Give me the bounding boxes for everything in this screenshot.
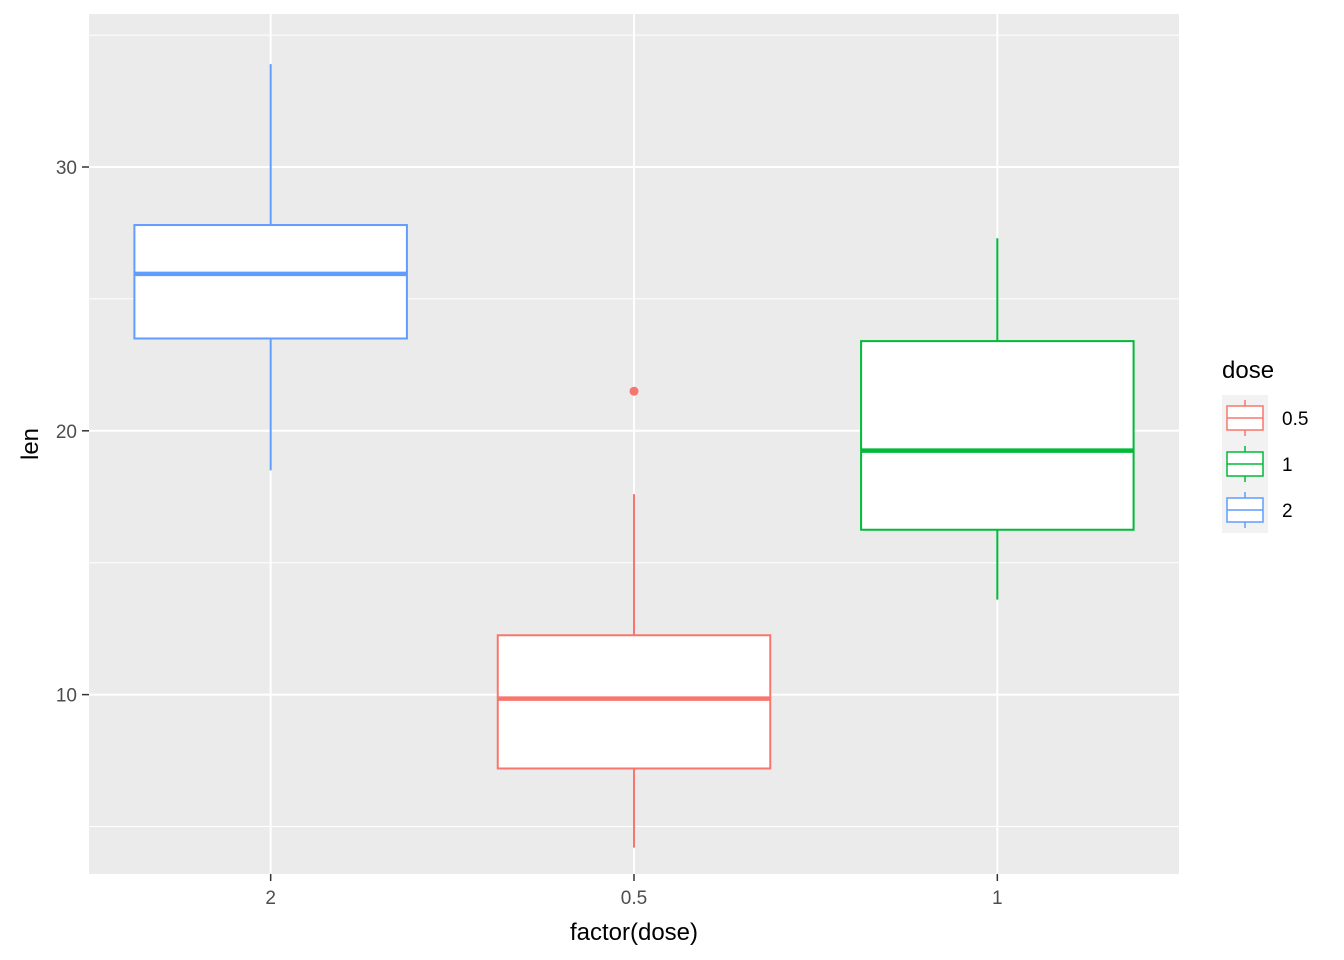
legend-label: 1 [1282,455,1293,476]
y-tick-label: 20 [56,422,77,443]
boxplot-2 [133,64,408,471]
legend-label: 0.5 [1282,409,1308,430]
boxplot-1 [860,238,1135,600]
legend-label: 2 [1282,501,1293,522]
legend-key-0.5: 0.5 [1222,395,1308,441]
x-axis-title: factor(dose) [570,919,698,946]
legend-keys: 0.5 1 2 [1222,395,1308,533]
legend-key-2: 2 [1222,487,1293,533]
box [860,340,1135,531]
x-tick-label: 0.5 [621,888,647,909]
boxplots [133,64,1135,848]
legend-title: dose [1222,357,1274,384]
boxplot-0.5 [496,386,772,848]
outlier-point [629,386,639,396]
legend-key-1: 1 [1222,441,1293,487]
y-tick-label: 10 [56,686,77,707]
legend: dose 0.5 1 2 [1222,357,1308,533]
y-axis-title: len [17,428,44,460]
x-tick-label: 1 [992,888,1003,909]
y-axis: 10 20 30 [56,158,89,707]
y-tick-label: 30 [56,158,77,179]
x-tick-label: 2 [265,888,276,909]
x-axis: 2 0.5 1 [265,874,1003,909]
box [496,634,772,770]
box [133,224,408,340]
